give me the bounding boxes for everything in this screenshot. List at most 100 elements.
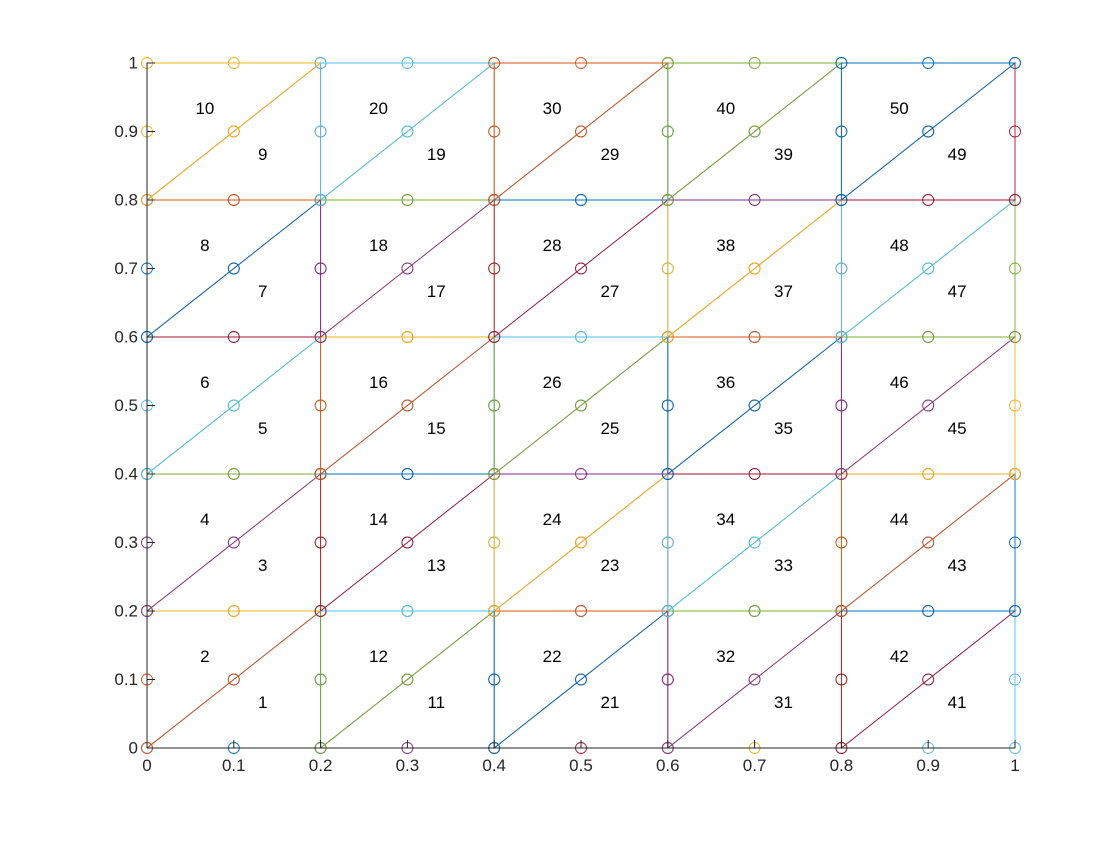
node-marker: [401, 536, 414, 549]
node-marker: [488, 673, 501, 686]
node-marker: [227, 57, 240, 69]
element-label: 47: [948, 282, 967, 301]
element-edge: [146, 199, 322, 338]
node-marker: [314, 194, 327, 206]
mesh-element-12: [314, 605, 501, 754]
node-marker: [488, 57, 501, 69]
node-marker: [314, 468, 327, 480]
mesh-element-18: [314, 194, 501, 343]
node-marker: [661, 194, 674, 206]
element-edge: [320, 199, 496, 338]
node-marker: [835, 468, 848, 480]
node-marker: [835, 673, 848, 686]
node-marker: [314, 125, 327, 138]
element-label: 20: [369, 99, 388, 118]
x-tick-label: 0.4: [482, 756, 506, 775]
node-marker: [575, 605, 587, 617]
element-label: 1: [258, 693, 267, 712]
node-marker: [314, 605, 327, 617]
node-marker: [314, 262, 327, 275]
x-tick-label: 0.1: [222, 756, 246, 775]
element-edge: [840, 473, 1017, 612]
element-label-layer: 1234567891011121314151617181920212223242…: [195, 99, 966, 712]
element-label: 24: [543, 510, 562, 529]
node-marker: [488, 399, 501, 412]
node-marker: [922, 331, 935, 343]
node-marker: [1009, 125, 1021, 138]
element-label: 7: [258, 282, 267, 301]
element-edge: [493, 336, 670, 475]
element-label: 2: [200, 647, 209, 666]
element-edge: [667, 62, 843, 201]
node-marker: [401, 605, 414, 617]
node-marker: [661, 468, 674, 480]
element-label: 6: [200, 373, 209, 392]
mesh-element-6: [141, 331, 327, 480]
node-marker: [227, 194, 240, 206]
node-marker: [488, 194, 501, 206]
node-marker: [227, 262, 240, 275]
mesh-element-50: [835, 57, 1021, 206]
node-marker: [835, 194, 848, 206]
node-marker: [922, 399, 935, 412]
element-edge: [320, 473, 496, 612]
element-label: 29: [600, 145, 619, 164]
node-marker: [922, 468, 935, 480]
element-edge: [146, 62, 322, 201]
element-label: 22: [543, 647, 562, 666]
node-marker: [835, 605, 848, 617]
element-label: 26: [543, 373, 562, 392]
y-tick-label: 0.3: [114, 533, 138, 552]
element-label: 16: [369, 373, 388, 392]
mesh-element-46: [835, 331, 1021, 480]
mesh-element-26: [488, 331, 674, 480]
element-edge: [667, 473, 843, 612]
x-tick-label: 1: [1010, 756, 1019, 775]
node-marker: [314, 57, 327, 69]
node-marker: [314, 399, 327, 412]
node-marker: [748, 468, 761, 480]
mesh-element-14: [314, 468, 501, 617]
node-marker: [314, 536, 327, 549]
element-label: 25: [600, 419, 619, 438]
mesh-element-28: [488, 194, 674, 343]
mesh-element-22: [488, 605, 674, 754]
node-marker: [575, 194, 587, 206]
element-label: 27: [600, 282, 619, 301]
element-label: 4: [200, 510, 209, 529]
element-edge: [840, 199, 1017, 338]
mesh-element-42: [835, 605, 1021, 754]
mesh-element-36: [661, 331, 848, 480]
mesh-element-20: [314, 57, 501, 206]
node-marker: [488, 536, 501, 549]
y-tick-label: 0.1: [114, 670, 138, 689]
node-marker: [922, 605, 935, 617]
x-tick-label: 0.3: [396, 756, 420, 775]
element-edge: [667, 199, 843, 338]
y-tick-label: 0.4: [114, 465, 138, 484]
node-marker: [227, 331, 240, 343]
element-label: 10: [195, 99, 214, 118]
element-label: 46: [890, 373, 909, 392]
element-label: 44: [890, 510, 909, 529]
node-marker: [835, 262, 848, 275]
node-marker: [227, 468, 240, 480]
element-label: 50: [890, 99, 909, 118]
element-label: 23: [600, 556, 619, 575]
mesh-element-48: [835, 194, 1021, 343]
element-label: 31: [774, 693, 793, 712]
node-marker: [227, 605, 240, 617]
node-marker: [1009, 262, 1021, 275]
node-marker: [1009, 468, 1021, 480]
element-label: 41: [948, 693, 967, 712]
node-marker: [1009, 399, 1021, 412]
node-marker: [401, 331, 414, 343]
node-marker: [401, 468, 414, 480]
element-label: 28: [543, 236, 562, 255]
node-marker: [488, 125, 501, 138]
element-edge: [840, 610, 1017, 749]
node-marker: [661, 605, 674, 617]
x-tick-label: 0.6: [656, 756, 680, 775]
